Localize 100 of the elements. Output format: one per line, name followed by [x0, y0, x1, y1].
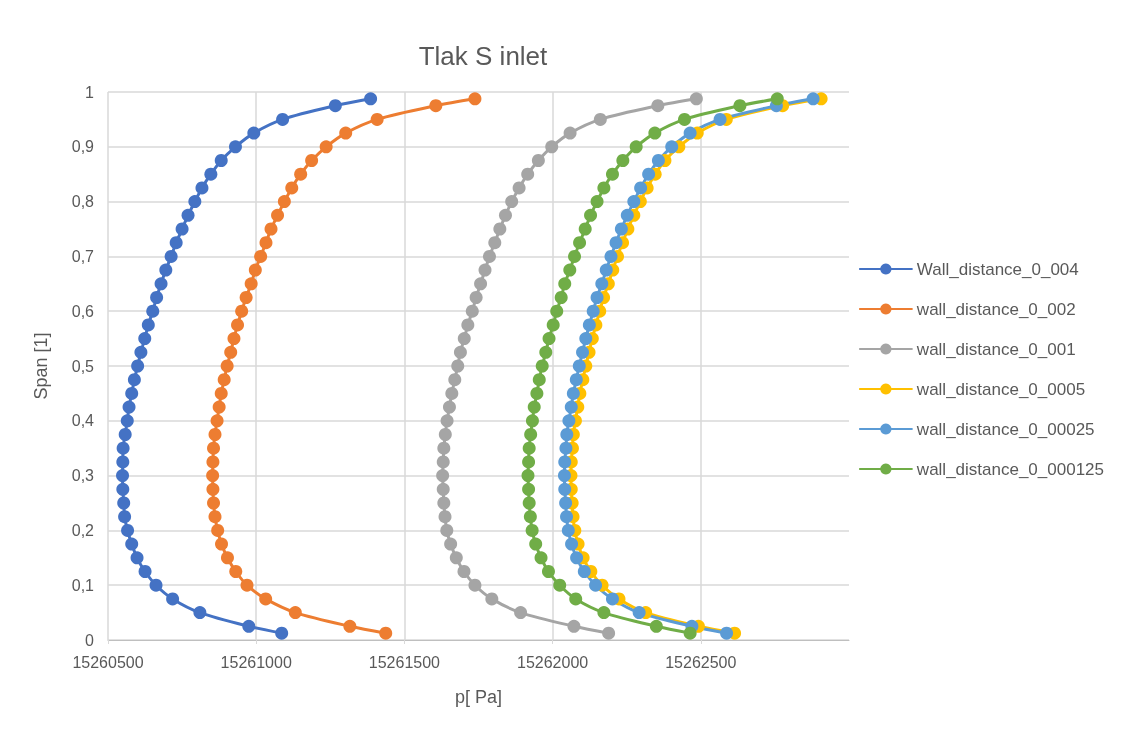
point	[590, 195, 604, 209]
x-tick-label: 15262000	[517, 653, 589, 671]
legend-label: wall_distance_0_002	[915, 299, 1076, 319]
point	[231, 318, 245, 332]
point	[169, 236, 183, 250]
point	[204, 167, 218, 181]
point	[118, 510, 132, 524]
point	[512, 181, 526, 195]
point	[175, 222, 189, 236]
point	[482, 249, 496, 263]
point	[561, 523, 575, 537]
point	[568, 249, 582, 263]
point	[436, 482, 450, 496]
point	[468, 92, 482, 106]
point	[210, 414, 224, 428]
point	[576, 345, 590, 359]
point	[379, 626, 393, 640]
point	[563, 263, 577, 277]
x-axis-title: p[ Pa]	[454, 687, 503, 707]
point	[141, 318, 155, 332]
point	[488, 236, 502, 250]
point	[465, 304, 479, 318]
point	[271, 208, 285, 222]
point	[436, 455, 450, 469]
point	[566, 386, 580, 400]
point	[597, 181, 611, 195]
point	[131, 359, 145, 373]
legend-label: wall_distance_0_0005	[915, 379, 1086, 399]
point	[276, 112, 290, 126]
point	[546, 318, 560, 332]
point	[436, 469, 450, 483]
point	[558, 277, 572, 291]
point	[193, 606, 207, 620]
point	[461, 318, 475, 332]
point	[343, 619, 357, 633]
point	[121, 523, 135, 537]
point	[437, 441, 451, 455]
point	[444, 537, 458, 551]
y-tick-label: 0,8	[71, 193, 95, 211]
point	[595, 277, 609, 291]
point	[457, 565, 471, 578]
point	[665, 140, 679, 154]
legend-label: wall_distance_0_000125	[915, 459, 1105, 479]
point	[593, 112, 607, 126]
point	[453, 345, 467, 359]
point	[244, 277, 258, 291]
legend-label: wall_distance_0_001	[915, 339, 1076, 359]
point	[569, 592, 583, 606]
point	[521, 469, 535, 483]
point	[339, 126, 353, 140]
point	[440, 523, 454, 537]
point	[542, 332, 556, 346]
point	[138, 565, 152, 578]
point	[229, 565, 243, 578]
point	[558, 482, 572, 496]
point	[597, 606, 611, 620]
point	[438, 428, 452, 441]
point	[134, 345, 148, 359]
point	[525, 414, 539, 428]
point	[116, 455, 130, 469]
point	[651, 154, 665, 167]
point	[620, 208, 634, 222]
point	[468, 578, 482, 592]
point	[559, 496, 573, 510]
point	[235, 304, 249, 318]
point	[649, 619, 663, 633]
point	[474, 277, 488, 291]
legend-label: Wall_distance_0_004	[916, 259, 1079, 279]
point	[127, 373, 141, 387]
point	[457, 332, 471, 346]
point	[370, 112, 384, 126]
point	[208, 428, 222, 441]
point	[227, 332, 241, 346]
point	[524, 428, 538, 441]
point	[770, 92, 784, 106]
point	[683, 126, 697, 140]
point	[254, 249, 268, 263]
point	[247, 126, 261, 140]
point	[634, 181, 648, 195]
point	[240, 578, 254, 592]
point	[211, 523, 225, 537]
point	[154, 277, 168, 291]
point	[733, 99, 747, 113]
point	[207, 441, 221, 455]
point	[505, 195, 519, 209]
point	[584, 208, 598, 222]
point	[539, 345, 553, 359]
y-tick-label: 0,4	[71, 412, 95, 430]
point	[554, 291, 568, 304]
point	[118, 428, 132, 441]
point	[614, 222, 628, 236]
point	[214, 386, 228, 400]
point	[478, 263, 492, 277]
point	[130, 551, 144, 565]
point	[181, 208, 195, 222]
point	[259, 236, 273, 250]
point	[534, 551, 548, 565]
point	[159, 263, 173, 277]
point	[530, 386, 544, 400]
point	[442, 400, 456, 414]
